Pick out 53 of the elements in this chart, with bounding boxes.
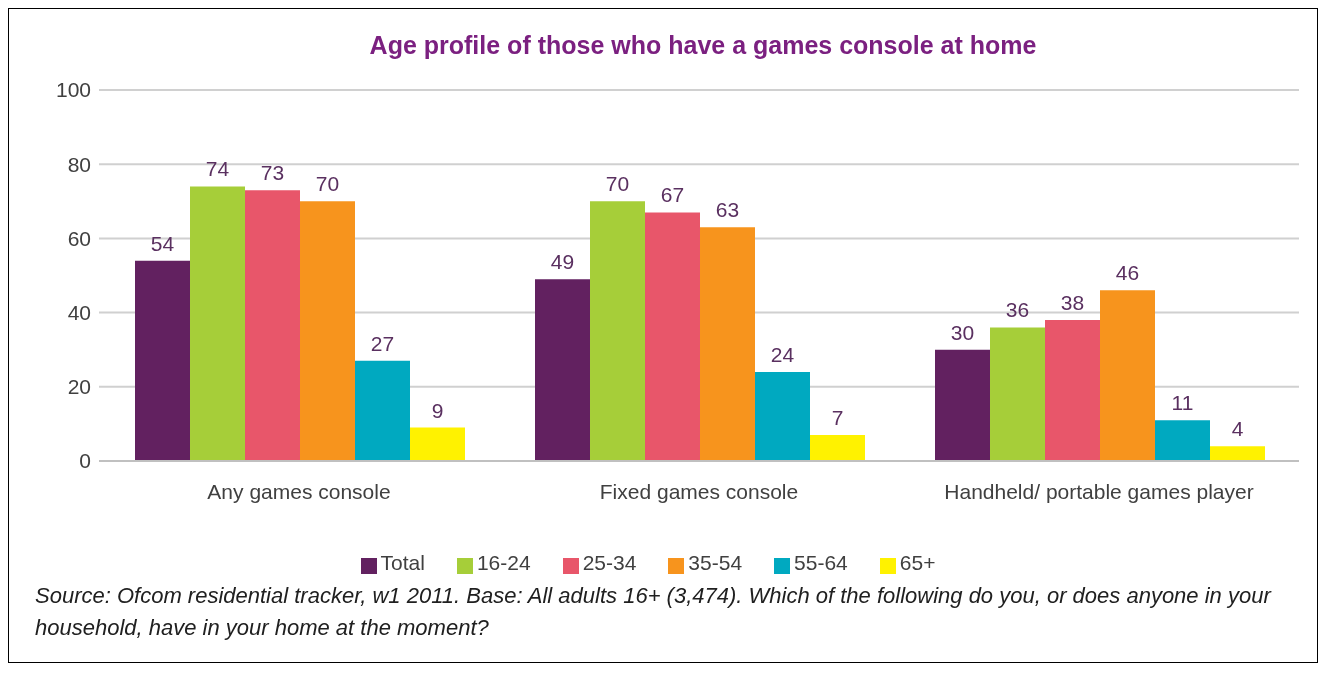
x-tick-label: Any games console bbox=[207, 480, 391, 503]
data-label: 67 bbox=[660, 183, 685, 207]
data-label: 7 bbox=[831, 406, 844, 430]
legend-label: 55-64 bbox=[794, 551, 848, 574]
bar bbox=[990, 327, 1045, 461]
data-label: 30 bbox=[950, 320, 975, 344]
y-tick-label: 20 bbox=[67, 375, 91, 399]
y-tick-label: 80 bbox=[67, 152, 91, 176]
x-tick-label: Fixed games console bbox=[599, 480, 799, 503]
bar bbox=[410, 427, 465, 461]
bar bbox=[300, 201, 355, 461]
bar bbox=[645, 212, 700, 461]
data-label: 49 bbox=[550, 250, 575, 274]
legend-label: 16-24 bbox=[476, 551, 531, 574]
y-tick-label: 60 bbox=[67, 226, 91, 250]
data-label: 38 bbox=[1060, 291, 1085, 315]
data-label: 9 bbox=[431, 398, 444, 422]
bar bbox=[755, 371, 810, 461]
bar bbox=[935, 349, 990, 461]
bar bbox=[810, 435, 865, 461]
legend-label: 25-34 bbox=[582, 551, 637, 574]
y-tick-label: 40 bbox=[67, 301, 91, 325]
data-label: 4 bbox=[1231, 417, 1244, 441]
bar bbox=[245, 190, 300, 461]
bar bbox=[1045, 320, 1100, 461]
data-label: 63 bbox=[715, 198, 740, 222]
data-label: 54 bbox=[150, 231, 175, 255]
bar bbox=[1100, 290, 1155, 461]
data-label: 36 bbox=[1005, 298, 1030, 322]
bar bbox=[1155, 420, 1210, 461]
legend-label: 65+ bbox=[899, 551, 936, 574]
data-label: 24 bbox=[770, 342, 795, 366]
source-note: Source: Ofcom residential tracker, w1 2011. Base: All adults 16+ (3,474). Which of the following do you, or does anyone in your household, have in your home at the moment? bbox=[34, 582, 1273, 642]
data-label: 73 bbox=[260, 161, 285, 185]
data-label: 27 bbox=[370, 331, 395, 355]
data-label: 70 bbox=[315, 172, 340, 196]
bar bbox=[190, 186, 245, 461]
bar bbox=[700, 227, 755, 461]
legend-label: 35-54 bbox=[688, 551, 743, 574]
bar bbox=[1210, 446, 1265, 461]
data-label: 74 bbox=[205, 157, 230, 181]
y-tick-label: 100 bbox=[55, 78, 91, 102]
y-tick-label: 0 bbox=[79, 449, 91, 473]
x-tick-label: Handheld/ portable games player bbox=[944, 480, 1254, 503]
legend-label: Total bbox=[380, 551, 425, 574]
data-label: 46 bbox=[1115, 261, 1140, 285]
bar bbox=[535, 279, 590, 461]
data-label: 11 bbox=[1171, 391, 1194, 415]
data-label: 70 bbox=[605, 172, 630, 196]
bar bbox=[590, 201, 645, 461]
chart-title: Age profile of those who have a games console at home bbox=[368, 31, 1038, 60]
bar bbox=[355, 360, 410, 461]
bar bbox=[135, 260, 190, 461]
